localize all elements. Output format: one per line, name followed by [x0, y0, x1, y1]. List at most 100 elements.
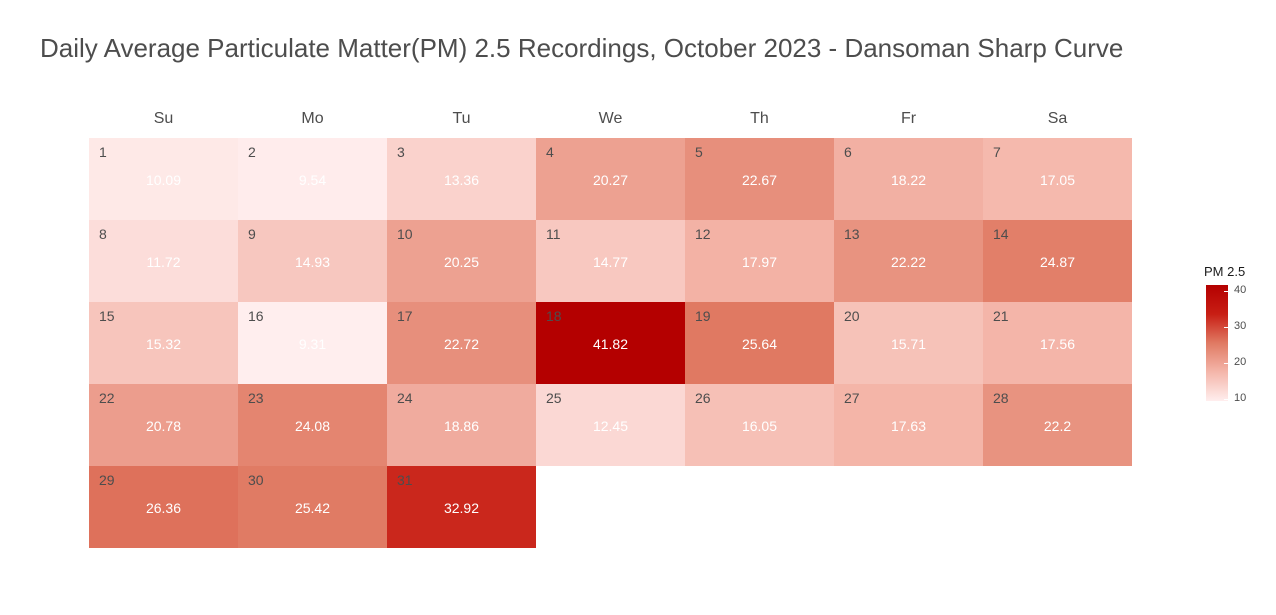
day-number: 3 [397, 144, 405, 160]
value-label: 24.87 [1039, 254, 1076, 270]
day-cell: 18 41.82 [536, 302, 685, 384]
day-number: 9 [248, 226, 256, 242]
value-label: 41.82 [592, 336, 629, 352]
day-cell: 7 17.05 [983, 138, 1132, 220]
day-number: 12 [695, 226, 711, 242]
value-label: 20.78 [145, 418, 182, 434]
weekday-label: We [598, 110, 623, 127]
day-number: 29 [99, 472, 115, 488]
day-number: 28 [993, 390, 1009, 406]
day-number: 21 [993, 308, 1009, 324]
day-cell: 21 17.56 [983, 302, 1132, 384]
day-number: 2 [248, 144, 256, 160]
day-cell: 27 17.63 [834, 384, 983, 466]
chart-title: Daily Average Particulate Matter(PM) 2.5… [40, 33, 1124, 63]
day-cell: 19 25.64 [685, 302, 834, 384]
day-cell: 6 18.22 [834, 138, 983, 220]
value-label: 25.64 [741, 336, 778, 352]
day-cell: 4 20.27 [536, 138, 685, 220]
value-label: 13.36 [443, 172, 480, 188]
day-cell: 17 22.72 [387, 302, 536, 384]
value-label: 32.92 [443, 500, 480, 516]
day-number: 5 [695, 144, 703, 160]
day-number: 14 [993, 226, 1009, 242]
value-label: 17.97 [741, 254, 778, 270]
value-label: 12.45 [592, 418, 629, 434]
value-label: 24.08 [294, 418, 331, 434]
weekday-label: Su [153, 110, 174, 127]
day-number: 13 [844, 226, 860, 242]
legend-color-bar [1206, 285, 1228, 401]
legend-tick-label: 40 [1234, 284, 1247, 297]
day-number: 31 [397, 472, 413, 488]
day-number: 26 [695, 390, 711, 406]
day-cell: 5 22.67 [685, 138, 834, 220]
day-number: 7 [993, 144, 1001, 160]
day-cell: 22 20.78 [89, 384, 238, 466]
day-cell: 3 13.36 [387, 138, 536, 220]
legend-title: PM 2.5 [1204, 264, 1246, 279]
day-number: 15 [99, 308, 115, 324]
value-label: 15.32 [145, 336, 182, 352]
day-number: 30 [248, 472, 264, 488]
day-cell: 1 10.09 [89, 138, 238, 220]
day-number: 4 [546, 144, 554, 160]
legend-tick-label: 10 [1234, 391, 1247, 404]
legend-tick-mark [1224, 362, 1228, 364]
day-number: 25 [546, 390, 562, 406]
value-label: 9.54 [298, 172, 327, 188]
weekday-label: Th [750, 110, 769, 127]
day-cell: 28 22.2 [983, 384, 1132, 466]
day-number: 27 [844, 390, 860, 406]
day-cell: 30 25.42 [238, 466, 387, 548]
day-cell: 16 9.31 [238, 302, 387, 384]
value-label: 22.22 [890, 254, 927, 270]
day-cell: 11 14.77 [536, 220, 685, 302]
value-label: 14.93 [294, 254, 331, 270]
value-label: 25.42 [294, 500, 331, 516]
day-number: 6 [844, 144, 852, 160]
value-label: 22.72 [443, 336, 480, 352]
day-number: 17 [397, 308, 413, 324]
value-label: 15.71 [890, 336, 927, 352]
legend-tick-mark [1224, 327, 1228, 329]
legend-tick-mark [1224, 398, 1228, 400]
value-label: 18.22 [890, 172, 927, 188]
day-cell: 26 16.05 [685, 384, 834, 466]
value-label: 16.05 [741, 418, 778, 434]
day-number: 18 [546, 308, 562, 324]
legend-tick-label: 20 [1234, 355, 1247, 368]
weekday-label: Mo [301, 110, 324, 127]
day-number: 16 [248, 308, 264, 324]
day-number: 8 [99, 226, 107, 242]
day-number: 1 [99, 144, 107, 160]
day-cell: 12 17.97 [685, 220, 834, 302]
day-cell: 20 15.71 [834, 302, 983, 384]
day-cell: 10 20.25 [387, 220, 536, 302]
day-cell: 13 22.22 [834, 220, 983, 302]
weekday-label: Fr [900, 110, 917, 127]
day-cell: 24 18.86 [387, 384, 536, 466]
day-cell: 23 24.08 [238, 384, 387, 466]
value-label: 20.25 [443, 254, 480, 270]
value-label: 20.27 [592, 172, 629, 188]
day-cell: 29 26.36 [89, 466, 238, 548]
legend-tick-label: 30 [1234, 320, 1247, 333]
value-label: 17.63 [890, 418, 927, 434]
day-number: 11 [546, 226, 561, 242]
day-number: 10 [397, 226, 413, 242]
value-label: 11.72 [146, 254, 181, 270]
day-number: 19 [695, 308, 711, 324]
day-cell: 25 12.45 [536, 384, 685, 466]
day-number: 24 [397, 390, 413, 406]
value-label: 22.67 [741, 172, 778, 188]
day-cell: 2 9.54 [238, 138, 387, 220]
day-number: 23 [248, 390, 264, 406]
day-cell: 8 11.72 [89, 220, 238, 302]
day-number: 22 [99, 390, 115, 406]
value-label: 17.56 [1039, 336, 1076, 352]
value-label: 14.77 [592, 254, 629, 270]
day-number: 20 [844, 308, 860, 324]
day-cell: 15 15.32 [89, 302, 238, 384]
weekday-label: Tu [452, 110, 471, 127]
